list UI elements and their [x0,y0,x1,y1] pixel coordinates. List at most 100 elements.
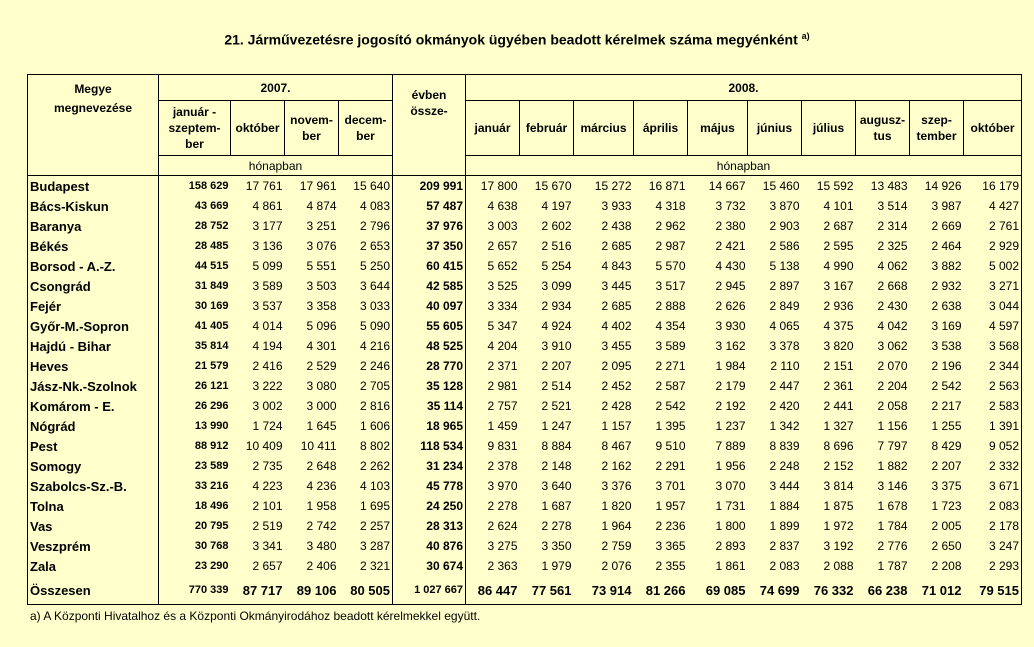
table-row: Nógrád 13 990 1 724 1 645 1 606 18 965 1 459 1 … [27,416,1022,436]
table-cell: 3 970 [465,476,520,496]
table-cell: 55 605 [392,316,466,336]
table-cell: 2 893 [715,539,746,553]
table-cell: 3 820 [823,339,854,353]
table-cell: 2 428 [601,399,632,413]
table-cell: 4 065 [769,319,800,333]
table-cell: 4 990 [823,259,854,273]
table-cell: 3 167 [823,279,854,293]
total-cell: 77 561 [519,576,574,605]
table-cell: 1 723 [931,499,962,513]
table-cell: 5 652 [465,256,520,276]
table-cell: 3 480 [306,539,337,553]
table-cell: 4 354 [655,319,686,333]
table-cell: 1 391 [963,416,1022,436]
table-cell: 1 958 [306,499,337,513]
table-cell: 2 278 [541,519,572,533]
total-cell: 770 339 [158,576,231,605]
total-cell: 69 085 [687,576,748,605]
table-cell: 2 332 [963,456,1022,476]
table-cell: 14 926 [924,179,962,193]
table-cell: 3 080 [306,379,337,393]
table-cell: 3 987 [931,199,962,213]
table-cell: 2 179 [715,379,746,393]
table-cell: 13 483 [870,179,908,193]
table-cell: 2 076 [601,559,632,573]
table-cell: 31 849 [158,276,231,296]
unit-label-2007: hónapban [158,155,393,176]
table-cell: 23 589 [158,456,231,476]
table-cell: 2 452 [601,379,632,393]
table-cell: 42 585 [392,276,466,296]
table-cell: 2 648 [306,459,337,473]
table-cell: 2 207 [541,359,572,373]
table-cell: 5 096 [306,319,337,333]
county-name: Komárom - E. [27,396,159,416]
table-cell: 2 761 [963,216,1022,236]
table-row: Szabolcs-Sz.-B. 33 216 4 223 4 236 4 103 45 7… [27,476,1022,496]
table-cell: 3 275 [465,536,520,556]
table-cell: 3 271 [963,276,1022,296]
table-cell: 3 002 [252,399,283,413]
total-cell: 73 914 [573,576,634,605]
page-title: 21. Járművezetésre jogosító okmányok ügy… [0,31,1034,48]
table-cell: 1 899 [769,519,800,533]
table-cell: 3 537 [252,299,283,313]
table-cell: 3 287 [359,539,390,553]
table-cell: 1 882 [877,459,908,473]
table-cell: 13 990 [158,416,231,436]
county-name: Győr-M.-Sopron [27,316,159,336]
table-cell: 2 602 [541,219,572,233]
table-cell: 88 912 [158,436,231,456]
table-cell: 2 669 [931,219,962,233]
table-cell: 3 503 [306,279,337,293]
footnote: a) A Központi Hivatalhoz és a Központi O… [30,609,481,623]
table-cell: 2 987 [655,239,686,253]
table-cell: 2 070 [877,359,908,373]
table-cell: 3 169 [931,319,962,333]
table-cell: 1 979 [541,559,572,573]
table-cell: 2 516 [541,239,572,253]
table-cell: 2 344 [963,356,1022,376]
col-dec-2007: decem- ber [338,100,393,156]
table-cell: 4 103 [359,479,390,493]
table-cell: 2 563 [963,376,1022,396]
table-cell: 2 796 [359,219,390,233]
table-cell: 10 411 [300,439,337,453]
table-cell: 2 371 [465,356,520,376]
county-name: Heves [27,356,159,376]
table-cell: 2 291 [655,459,686,473]
table-cell: 3 910 [541,339,572,353]
table-cell: 2 178 [963,516,1022,536]
table-cell: 4 204 [465,336,520,356]
table-cell: 4 874 [306,199,337,213]
table-cell: 8 884 [541,439,572,453]
table-body: Budapest 158 629 17 761 17 961 15 640 209 991… [27,175,1022,605]
table-cell: 1 395 [655,419,686,433]
table-cell: 17 961 [299,179,337,193]
table-cell: 2 668 [877,279,908,293]
table-cell: 3 177 [252,219,283,233]
table-cell: 2 088 [823,559,854,573]
annual-total-header: évben össze- [392,74,466,176]
table-cell: 2 936 [823,299,854,313]
table-cell: 17 761 [245,179,283,193]
table-cell: 3 076 [306,239,337,253]
table-cell: 1 884 [769,499,800,513]
table-cell: 4 194 [252,339,283,353]
table-cell: 4 375 [823,319,854,333]
table-cell: 1 255 [931,419,962,433]
table-cell: 10 409 [245,439,283,453]
table-cell: 1 645 [306,419,337,433]
table-cell: 18 965 [392,416,466,436]
table-cell: 2 355 [655,559,686,573]
table-cell: 5 090 [359,319,390,333]
table-cell: 4 861 [252,199,283,213]
table-cell: 2 945 [715,279,746,293]
table-cell: 3 365 [655,539,686,553]
county-name: Békés [27,236,159,256]
table-cell: 3 146 [877,479,908,493]
table-cell: 9 510 [655,439,686,453]
table-cell: 37 976 [392,216,466,236]
table-cell: 1 237 [715,419,746,433]
table-cell: 1 342 [769,419,800,433]
